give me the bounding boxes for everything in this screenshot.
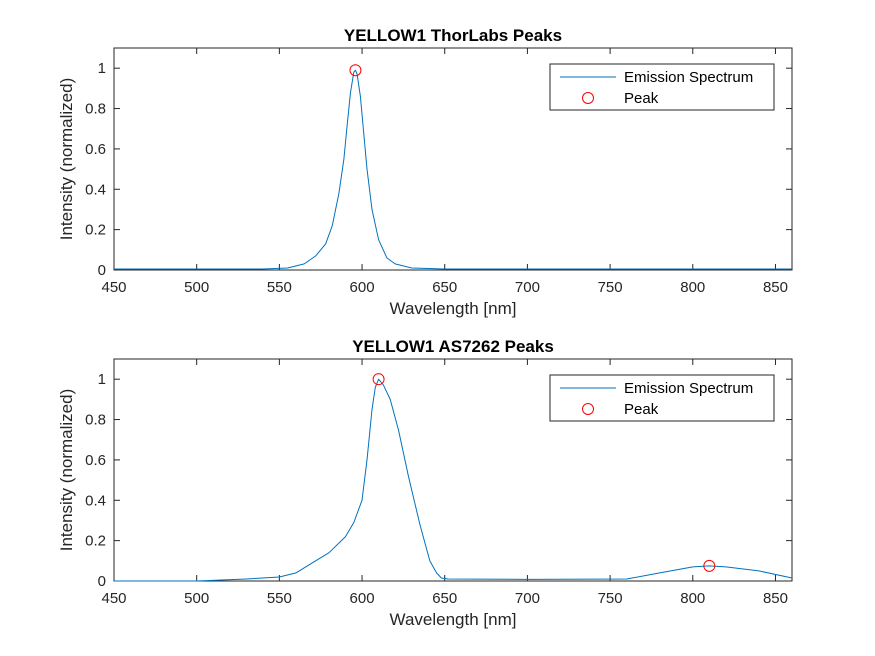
chart-1-xtick-label: 650 [432,279,457,296]
chart-1-xtick-label: 450 [101,279,126,296]
chart-2-xtick-label: 500 [184,590,209,607]
chart-1-legend-entry: Peak [624,90,659,107]
chart-2-ytick-label: 0.8 [85,412,106,429]
chart-1-xtick-label: 700 [515,279,540,296]
chart-2-legend-peak-swatch [582,403,594,415]
chart-1-legend: Emission Spectrum Peak [549,63,775,111]
chart-2-xtick-label: 700 [515,590,540,607]
chart-2-xtick-label: 650 [432,590,457,607]
chart-1-ytick-label: 0.2 [85,222,106,239]
chart-1-xtick-label: 550 [267,279,292,296]
chart-2-legend-entry: Emission Spectrum [624,380,753,397]
chart-1-xtick-label: 600 [350,279,375,296]
chart-2-legend: Emission Spectrum Peak [549,374,775,422]
chart-2-peak-marker [372,373,385,386]
chart-1-emission-line [114,69,792,270]
chart-2-peak-marker [703,559,716,572]
chart-1-title: YELLOW1 ThorLabs Peaks [344,26,562,45]
chart-2-xtick-label: 750 [598,590,623,607]
chart-2-ytick-label: 0.2 [85,533,106,550]
chart-2-title: YELLOW1 AS7262 Peaks [352,337,554,356]
chart-2-xtick-label: 800 [680,590,705,607]
chart-1-legend-peak-swatch [582,92,594,104]
chart-1-xtick-label: 850 [763,279,788,296]
chart-2-axes: 450 500 550 600 650 700 750 800 850 0 0.2 0.4 0.6 0.8… [57,337,793,629]
chart-1-ytick-label: 0.8 [85,101,106,118]
chart-1-xtick-label: 750 [598,279,623,296]
chart-2-legend-box [549,374,775,422]
chart-2-ylabel: Intensity (normalized) [57,389,76,552]
chart-2-xtick-label: 850 [763,590,788,607]
chart-1-ytick-label: 0 [98,262,106,279]
chart-2-xtick-label: 600 [350,590,375,607]
chart-1-legend-box [549,63,775,111]
chart-2-xlabel: Wavelength [nm] [390,610,517,629]
chart-1-ytick-label: 1 [98,60,106,77]
chart-2-emission-line [114,378,793,582]
chart-1-axes: 450 500 550 600 650 700 750 800 850 0 0.2 0.4 0.6 0.8… [57,26,793,318]
chart-1-legend-entry: Emission Spectrum [624,69,753,86]
chart-2-ytick-label: 0.6 [85,452,106,469]
chart-2-xtick-label: 550 [267,590,292,607]
chart-2-ytick-label: 0 [98,573,106,590]
chart-1-ytick-label: 0.6 [85,141,106,158]
chart-1-xtick-label: 500 [184,279,209,296]
chart-1-ytick-label: 0.4 [85,181,106,198]
chart-2-legend-entry: Peak [624,401,659,418]
chart-2-ytick-label: 0.4 [85,492,106,509]
chart-1-xtick-label: 800 [680,279,705,296]
chart-1-ylabel: Intensity (normalized) [57,78,76,241]
chart-1-peak-marker [349,64,362,77]
chart-2-ytick-label: 1 [98,371,106,388]
chart-1-xlabel: Wavelength [nm] [390,299,517,318]
chart-2-xtick-label: 450 [101,590,126,607]
